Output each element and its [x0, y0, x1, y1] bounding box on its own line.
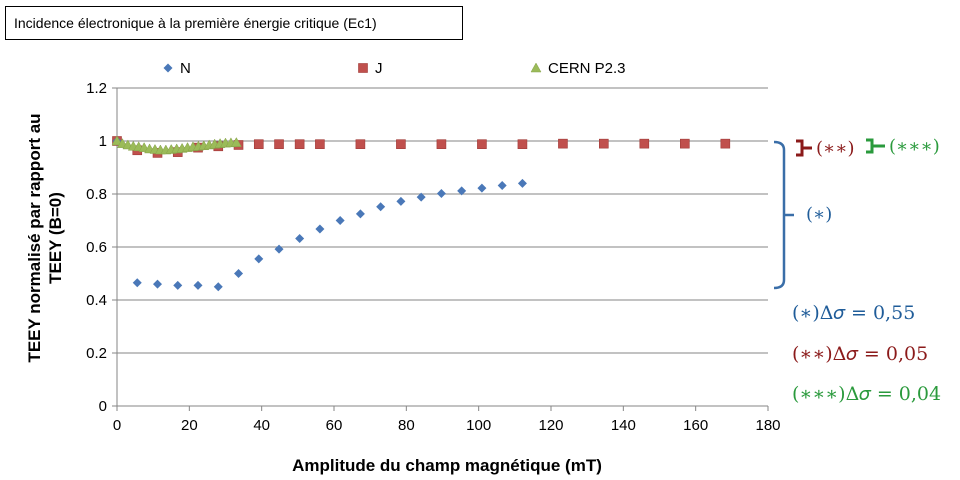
y-tick-label: 0.4	[86, 292, 107, 309]
y-tick-label: 1	[99, 133, 107, 150]
data-point	[173, 280, 183, 290]
bracket-label-2star: (∗∗)	[816, 138, 855, 159]
data-point	[599, 138, 609, 149]
data-point	[253, 139, 264, 149]
x-tick-label: 80	[398, 417, 415, 434]
x-tick-label: 180	[755, 417, 780, 434]
x-axis-label: Amplitude du champ magnétique (mT)	[292, 456, 602, 475]
brackets	[773, 138, 885, 290]
delta-star-annotation: (∗)Δ𝜎 = 0,55	[792, 302, 916, 324]
data-point	[230, 137, 242, 147]
x-tick-label: 120	[538, 417, 563, 434]
data-point	[274, 244, 284, 254]
data-point	[517, 178, 527, 188]
delta-2star-annotation: (∗∗)Δ𝜎 = 0,05	[792, 343, 929, 365]
data-point	[720, 138, 731, 149]
legend-marker	[163, 63, 173, 73]
legend: N J CERN P2.3	[163, 60, 626, 77]
data-point	[355, 139, 366, 149]
data-point	[639, 138, 650, 149]
bracket-star	[773, 140, 786, 290]
bracket-label-3star: (∗∗∗)	[889, 136, 940, 157]
data-point	[254, 254, 264, 264]
data-point	[295, 234, 305, 244]
data-point	[680, 138, 690, 149]
chart-title: Incidence électronique à la première éne…	[5, 6, 463, 40]
series-cern-p2-3	[111, 135, 242, 155]
y-tick-label: 0.2	[86, 345, 107, 362]
y-tick-labels: 0 0.2 0.4 0.6 0.8 1 1.2	[86, 80, 107, 415]
data-point	[355, 209, 365, 219]
data-point	[234, 269, 244, 278]
data-point	[294, 139, 305, 149]
data-point	[111, 135, 123, 146]
data-point	[517, 139, 528, 149]
x-tick-label: 160	[683, 417, 708, 434]
data-point	[457, 186, 467, 196]
data-point	[315, 224, 325, 234]
y-tick-label: 0	[99, 398, 107, 415]
legend-label: CERN P2.3	[548, 60, 626, 77]
x-tick-labels: 0 20 40 60 80 100 120 140 160 180	[113, 417, 781, 434]
legend-marker	[358, 63, 368, 73]
data-point	[396, 139, 406, 149]
data-point	[477, 139, 487, 149]
data-point	[558, 138, 568, 149]
legend-label: J	[375, 60, 383, 77]
bracket-label-star: (∗)	[806, 204, 833, 225]
x-tick-label: 100	[466, 417, 491, 434]
data-point	[376, 202, 386, 212]
grid-lines	[117, 87, 768, 354]
y-tick-label: 1.2	[86, 80, 107, 97]
data-point	[274, 139, 284, 149]
series-n	[112, 136, 527, 292]
data-point	[477, 183, 487, 193]
legend-label: N	[180, 60, 191, 77]
x-tick-label: 20	[181, 417, 198, 434]
data-point	[132, 278, 142, 288]
y-tick-label: 0.6	[86, 239, 107, 256]
data-point	[153, 279, 163, 289]
y-axis-label: TEEY normalisé par rapport au TEEY (B=0)	[25, 113, 65, 362]
axes	[112, 87, 769, 411]
data-point	[335, 216, 345, 225]
x-tick-label: 0	[113, 417, 121, 434]
legend-marker	[530, 62, 542, 73]
data-point	[436, 188, 446, 198]
y-tick-label: 0.8	[86, 186, 107, 203]
data-points	[111, 135, 731, 292]
data-point	[193, 280, 203, 290]
data-point	[416, 192, 426, 202]
data-point	[436, 139, 447, 149]
x-tick-label: 60	[326, 417, 343, 434]
x-tick-label: 140	[611, 417, 636, 434]
data-point	[396, 196, 406, 206]
bracket-2star	[796, 139, 812, 157]
bracket-3star	[866, 138, 885, 154]
delta-3star-annotation: (∗∗∗)Δ𝜎 = 0,04	[792, 383, 942, 405]
x-tick-label: 40	[253, 417, 270, 434]
data-point	[315, 139, 325, 149]
data-point	[497, 181, 507, 191]
data-point	[213, 282, 223, 292]
